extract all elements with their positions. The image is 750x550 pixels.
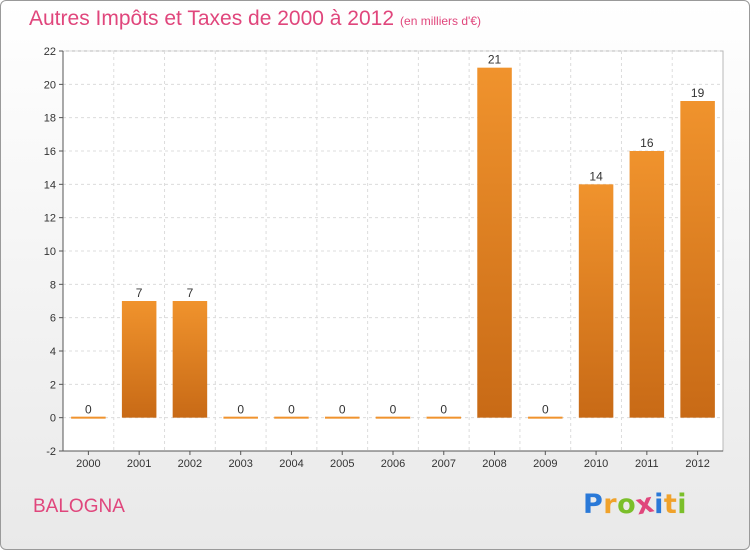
data-label: 14: [589, 169, 603, 183]
x-tick-label: 2007: [432, 458, 456, 470]
y-tick-label: 18: [44, 113, 56, 125]
x-tick-label: 2001: [127, 458, 151, 470]
bar: [71, 416, 106, 419]
y-tick-label: 2: [50, 379, 56, 391]
y-tick-label: 14: [44, 179, 56, 191]
x-tick-label: 2003: [228, 458, 252, 470]
data-label: 16: [640, 136, 654, 150]
data-label: 0: [339, 403, 346, 417]
y-tick-label: 4: [50, 346, 56, 358]
x-tick-label: 2010: [584, 458, 608, 470]
axes: [59, 50, 723, 455]
bar: [172, 301, 208, 418]
bar: [477, 67, 512, 418]
title-text: Autres Impôts et Taxes de 2000 à 2012: [29, 7, 395, 30]
y-tick-label: 22: [44, 46, 56, 58]
logo-letter: o: [617, 489, 637, 520]
y-tick-label: 8: [50, 279, 56, 291]
x-tick-label: 2011: [635, 458, 659, 470]
bar: [629, 151, 665, 418]
bar: [223, 416, 258, 419]
data-label: 19: [691, 86, 705, 100]
logo-letter: i: [654, 489, 664, 520]
x-tick-label: 2006: [381, 458, 405, 470]
x-tick-label: 2009: [533, 458, 557, 470]
y-tick-label: 0: [50, 413, 56, 425]
data-label: 0: [237, 403, 244, 417]
x-tick-label: 2004: [279, 458, 303, 470]
chart-subtitle: (en milliers d'€): [400, 14, 482, 28]
logo-letter: P: [583, 489, 604, 520]
data-label: 0: [288, 403, 295, 417]
labels: -2 0 2 4 6 8 10 12 14 16 18 20 22 0 2000 7 2001 7 2002 0 200…: [44, 46, 710, 470]
y-tick-label: 16: [44, 146, 56, 158]
x-tick-label: 2008: [482, 458, 506, 470]
chart-title: Autres Impôts et Taxes de 2000 à 2012 (en…: [29, 7, 481, 31]
bar: [274, 416, 309, 419]
data-label: 7: [187, 286, 194, 300]
bar: [375, 416, 411, 419]
y-tick-label: 20: [44, 79, 56, 91]
x-tick-label: 2005: [330, 458, 354, 470]
bar: [121, 301, 157, 418]
logo-letter: t: [663, 489, 678, 520]
data-label: 0: [390, 403, 397, 417]
data-label: 0: [440, 403, 447, 417]
y-tick-label: -2: [46, 446, 56, 458]
logo-letter: i: [677, 489, 688, 520]
bar: [578, 184, 614, 418]
x-tick-label: 2002: [178, 458, 202, 470]
data-label: 21: [488, 53, 502, 67]
grid-lines: [62, 50, 724, 452]
y-tick-label: 10: [44, 246, 56, 258]
proxiti-logo: Proxiti: [583, 487, 688, 521]
x-tick-label: 2012: [685, 458, 709, 470]
x-tick-label: 2000: [76, 458, 100, 470]
y-tick-label: 12: [44, 213, 56, 225]
bars: [71, 67, 715, 419]
data-label: 0: [85, 403, 92, 417]
data-label: 7: [136, 286, 143, 300]
bar: [680, 101, 715, 418]
bar: [528, 416, 563, 419]
logo-letter: r: [603, 489, 618, 520]
bar: [324, 416, 360, 419]
data-label: 0: [542, 403, 549, 417]
bar: [426, 416, 462, 419]
y-tick-label: 6: [50, 313, 56, 325]
commune-name: BALOGNA: [33, 496, 125, 517]
